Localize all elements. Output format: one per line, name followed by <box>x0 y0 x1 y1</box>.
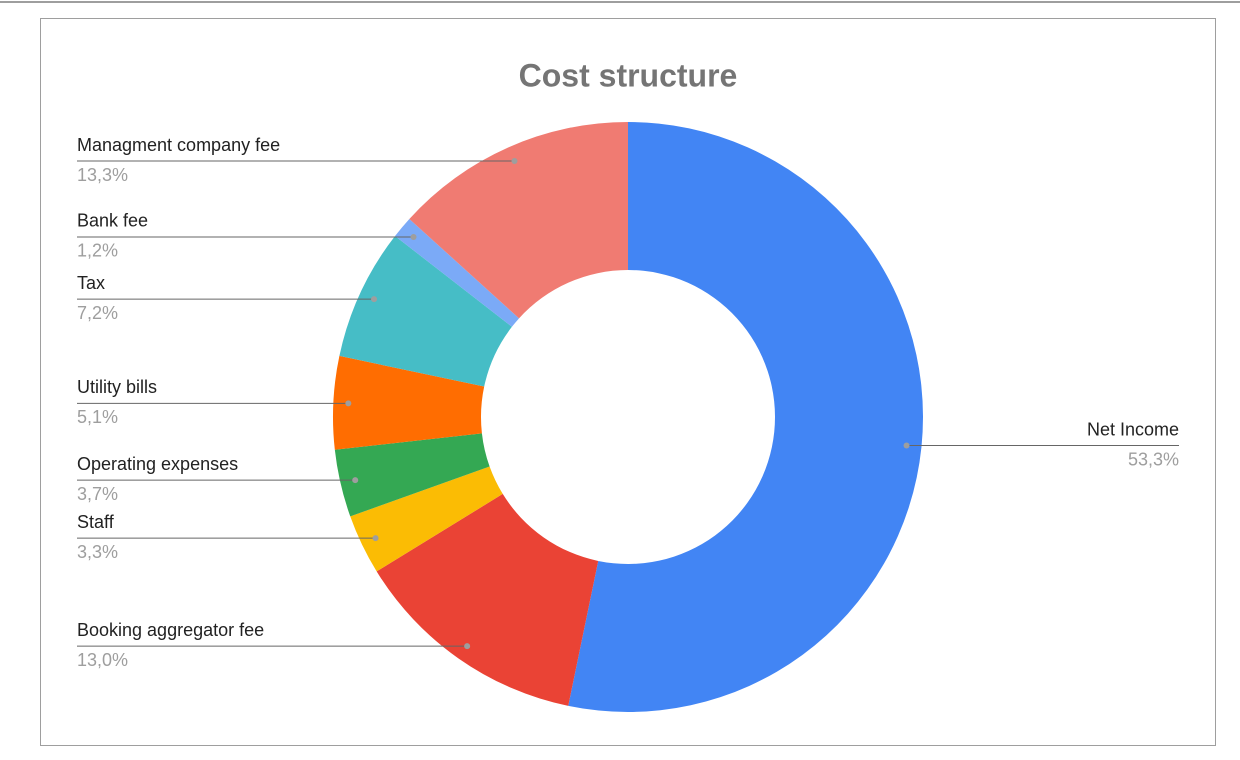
slice <box>395 218 520 327</box>
slice-value: 3,7% <box>77 484 118 504</box>
slice-label: Managment company fee <box>77 135 280 155</box>
slice-label: Utility bills <box>77 377 157 397</box>
slice-value: 5,1% <box>77 407 118 427</box>
slice-label: Operating expenses <box>77 454 238 474</box>
slice-label: Net Income <box>1087 419 1179 439</box>
slice-label: Staff <box>77 512 115 532</box>
leader-dot <box>511 158 518 165</box>
slice-value: 1,2% <box>77 241 118 261</box>
slice-value: 13,0% <box>77 650 128 670</box>
slice-label: Booking aggregator fee <box>77 620 264 640</box>
leader-dot <box>372 535 379 542</box>
leader-dot <box>903 442 910 449</box>
slice-value: 3,3% <box>77 542 118 562</box>
leader-dot <box>371 296 378 303</box>
slice <box>409 122 628 319</box>
leader-dot <box>352 477 359 484</box>
leader-dot <box>345 400 352 407</box>
slice <box>339 235 512 387</box>
leader-dot <box>410 233 417 240</box>
slice <box>333 355 485 450</box>
slice-value: 13,3% <box>77 165 128 185</box>
slice <box>350 466 503 572</box>
leader-dot <box>464 643 471 650</box>
slice-label: Tax <box>77 273 105 293</box>
slice <box>334 433 490 517</box>
slice <box>376 493 599 706</box>
chart-title: Cost structure <box>519 57 738 93</box>
slice-value: 53,3% <box>1128 449 1179 469</box>
slice-label: Bank fee <box>77 211 148 231</box>
slice <box>568 122 923 712</box>
slice-value: 7,2% <box>77 303 118 323</box>
